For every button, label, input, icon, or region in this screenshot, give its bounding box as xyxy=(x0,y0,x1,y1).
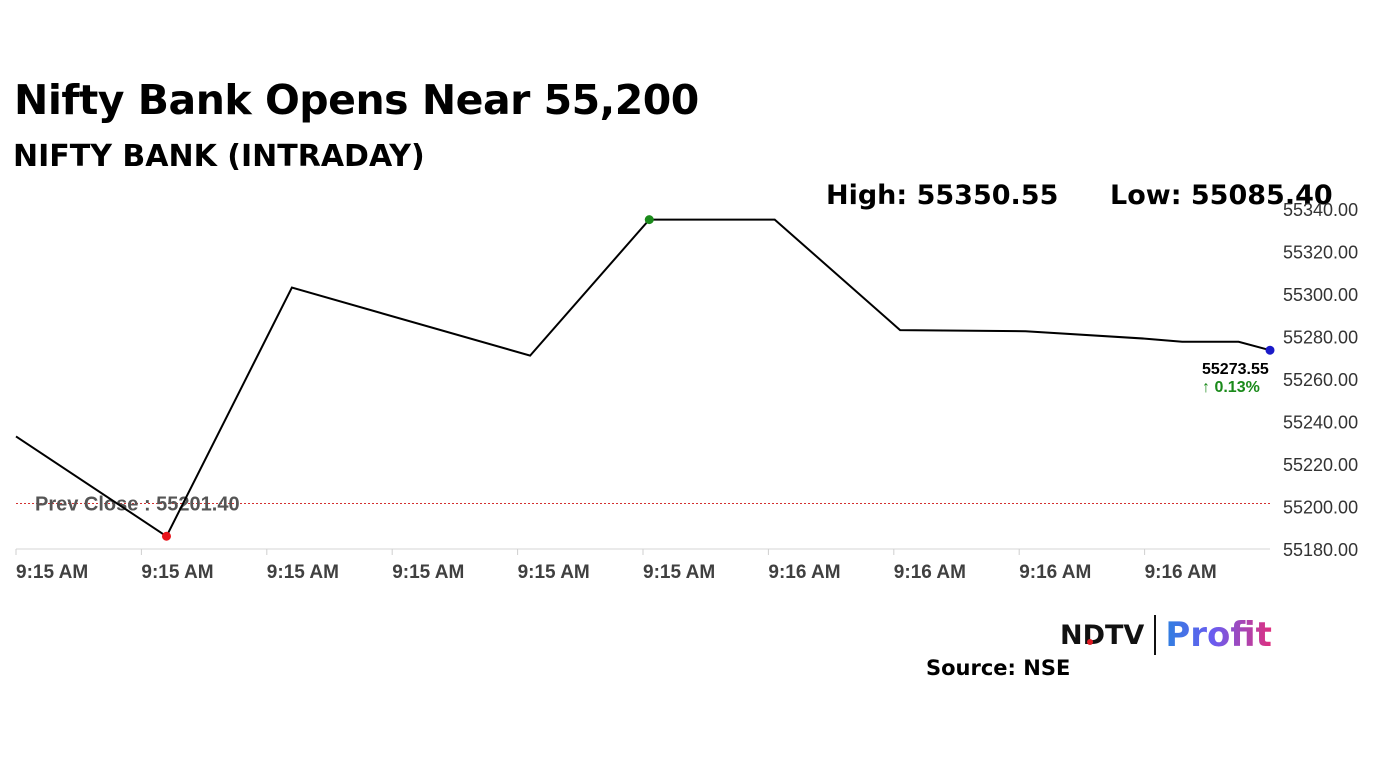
x-tick-label: 9:15 AM xyxy=(267,562,339,583)
change-percent-label: ↑ 0.13% xyxy=(1202,379,1260,396)
x-tick-label: 9:15 AM xyxy=(16,562,88,583)
y-tick-label: 55320.00 xyxy=(1283,243,1358,263)
ndtv-profit-logo: NDTV Profit xyxy=(1060,612,1272,658)
x-tick-label: 9:16 AM xyxy=(1145,562,1217,583)
y-tick-label: 55180.00 xyxy=(1283,540,1358,560)
page-title: Nifty Bank Opens Near 55,200 xyxy=(14,76,699,124)
y-tick-label: 55340.00 xyxy=(1283,200,1358,220)
y-tick-label: 55240.00 xyxy=(1283,413,1358,433)
logo-dot-icon xyxy=(1087,638,1093,645)
profit-wordmark: Profit xyxy=(1165,615,1272,655)
last-value-label: 55273.55 xyxy=(1202,361,1269,378)
prev-close-label: Prev Close : 55201.40 xyxy=(35,494,240,516)
y-tick-label: 55280.00 xyxy=(1283,328,1358,348)
x-tick-label: 9:15 AM xyxy=(141,562,213,583)
x-tick-label: 9:15 AM xyxy=(643,562,715,583)
price-marker xyxy=(644,215,654,225)
x-tick-label: 9:15 AM xyxy=(518,562,590,583)
price-marker xyxy=(161,531,171,541)
x-tick-label: 9:15 AM xyxy=(392,562,464,583)
low-label: Low: 55085.40 xyxy=(1110,180,1333,211)
y-tick-label: 55220.00 xyxy=(1283,455,1358,475)
ndtv-wordmark: NDTV xyxy=(1060,619,1145,651)
x-tick-label: 9:16 AM xyxy=(894,562,966,583)
price-marker xyxy=(1265,345,1275,355)
y-tick-label: 55300.00 xyxy=(1283,285,1358,305)
high-label: High: 55350.55 xyxy=(826,180,1059,211)
price-series-line xyxy=(15,218,1271,538)
logo-divider xyxy=(1154,615,1157,655)
x-tick-label: 9:16 AM xyxy=(768,562,840,583)
y-tick-label: 55260.00 xyxy=(1283,370,1358,390)
chart-subtitle: NIFTY BANK (INTRADAY) xyxy=(13,139,425,174)
y-tick-label: 55200.00 xyxy=(1283,498,1358,518)
x-tick-label: 9:16 AM xyxy=(1019,562,1091,583)
source-note: Source: NSE xyxy=(926,656,1071,680)
